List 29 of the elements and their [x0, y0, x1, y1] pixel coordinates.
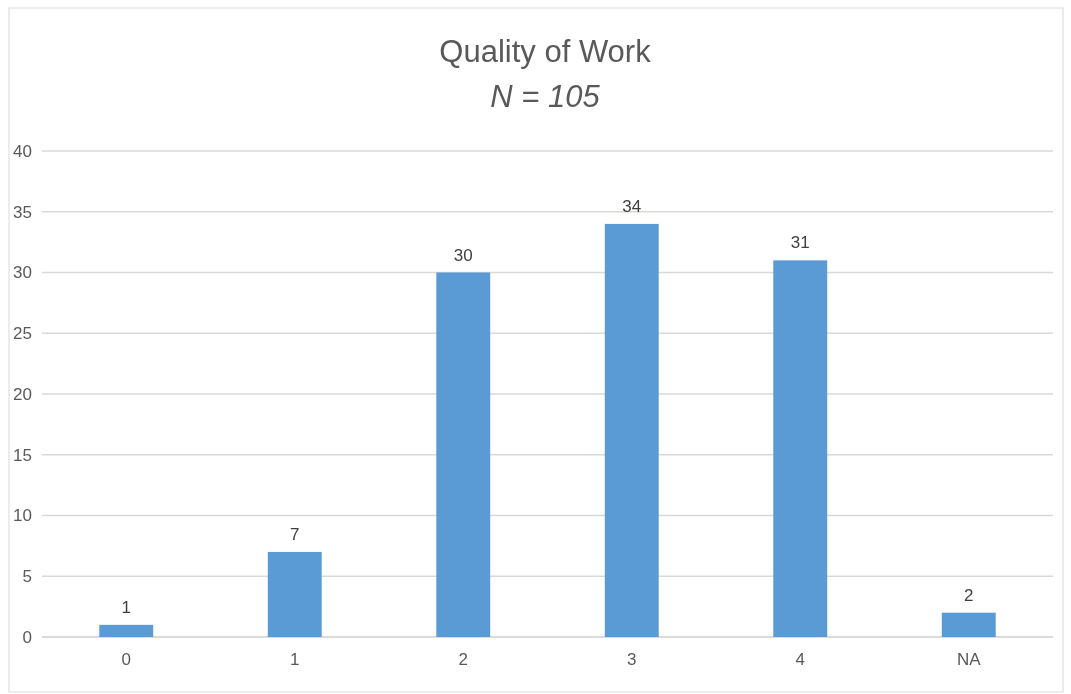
y-tick-label: 40 — [13, 141, 32, 161]
x-tick-label: 1 — [290, 650, 300, 669]
bar — [773, 260, 828, 637]
x-tick-label: 4 — [795, 650, 805, 669]
bar — [604, 223, 659, 637]
bar — [267, 551, 322, 637]
chart-subtitle: N = 105 — [490, 79, 601, 114]
data-label: 31 — [790, 233, 810, 253]
x-tick-label: 2 — [458, 650, 468, 669]
bar — [436, 272, 491, 637]
y-tick-label: 35 — [13, 202, 32, 222]
bar — [99, 624, 154, 637]
x-tick-label: 3 — [627, 650, 637, 669]
y-tick-label: 20 — [13, 384, 32, 404]
data-label: 30 — [453, 245, 473, 265]
x-tick-label: NA — [956, 650, 982, 669]
y-tick-label: 30 — [13, 263, 32, 283]
data-label: 2 — [964, 585, 974, 605]
chart-title: Quality of Work — [439, 34, 652, 69]
bar — [941, 612, 996, 637]
y-tick-label: 10 — [13, 506, 32, 526]
data-label: 7 — [290, 524, 300, 544]
y-tick-label: 25 — [13, 324, 32, 344]
y-tick-label: 0 — [22, 627, 32, 647]
y-tick-label: 15 — [13, 445, 32, 465]
y-tick-label: 5 — [22, 567, 32, 587]
data-label: 34 — [622, 196, 642, 216]
x-tick-label: 0 — [121, 650, 131, 669]
data-label: 1 — [121, 597, 131, 617]
